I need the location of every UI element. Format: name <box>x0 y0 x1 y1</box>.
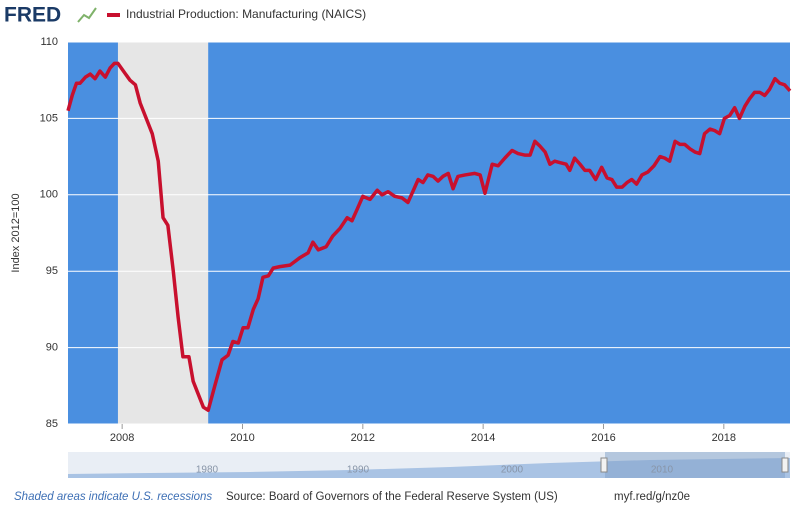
navigator: 1980 1990 2000 2010 <box>68 452 790 478</box>
navigator-selection[interactable] <box>605 452 785 478</box>
y-tick-label: 95 <box>46 265 58 277</box>
navigator-label: 2010 <box>651 465 674 476</box>
navigator-label: 1990 <box>347 465 370 476</box>
x-tick-label: 2010 <box>230 432 254 444</box>
y-tick-label: 85 <box>46 418 58 430</box>
tick-layer: 85 90 95 100 105 110 2008 2010 2012 2014 2016 2018 <box>40 36 736 444</box>
x-tick-label: 2018 <box>712 432 736 444</box>
logo: FRED <box>4 4 61 27</box>
y-tick-label: 90 <box>46 342 58 354</box>
navigator-label: 1980 <box>196 465 219 476</box>
line-layer <box>66 61 792 412</box>
logo-icon <box>77 7 97 23</box>
recession-band <box>117 42 209 424</box>
x-tick-label: 2012 <box>351 432 375 444</box>
recession-note: Shaded areas indicate U.S. recessions <box>14 491 212 503</box>
y-axis-label: Index 2012=100 <box>10 193 22 272</box>
recession-layer <box>117 42 209 424</box>
y-tick-label: 105 <box>40 112 58 124</box>
header: FRED Industrial Production: Manufacturin… <box>4 4 366 27</box>
source: Source: Board of Governors of the Federa… <box>226 491 558 503</box>
x-tick-label: 2008 <box>110 432 134 444</box>
y-tick-label: 110 <box>40 36 58 48</box>
navigator-label: 2000 <box>501 465 524 476</box>
y-tick-label: 100 <box>40 189 58 201</box>
short-link[interactable]: myf.red/g/nz0e <box>614 491 690 503</box>
grid-layer <box>68 41 790 425</box>
navigator-handle[interactable] <box>600 457 608 473</box>
navigator-handle[interactable] <box>781 457 789 473</box>
footer: Shaded areas indicate U.S. recessions So… <box>14 491 690 503</box>
legend-label: Industrial Production: Manufacturing (NA… <box>126 7 366 21</box>
data-line <box>66 61 792 412</box>
x-tick-label: 2014 <box>471 432 495 444</box>
x-tick-label: 2016 <box>591 432 615 444</box>
